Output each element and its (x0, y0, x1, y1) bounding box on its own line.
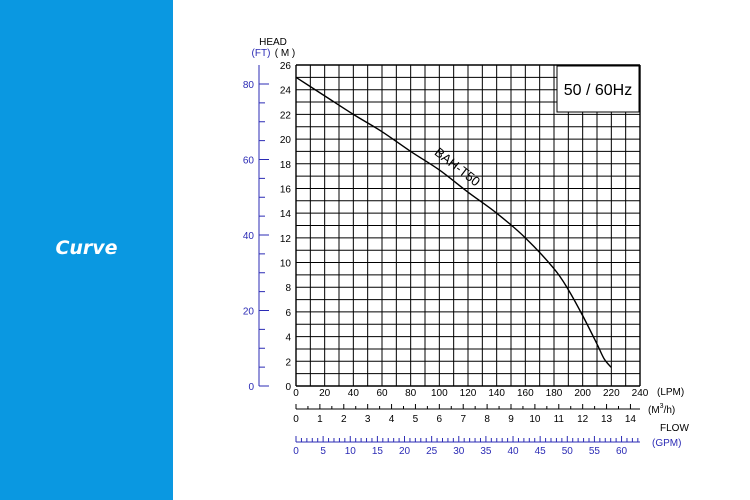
x-lpm-tick-label: 80 (405, 388, 417, 399)
series-line (295, 76, 612, 368)
x-lpm-tick-label: 240 (632, 388, 649, 399)
y-tick-label: 20 (280, 135, 292, 146)
x-gpm-tick-label: 45 (535, 446, 547, 457)
head-axis-title: HEAD (259, 37, 287, 48)
x-m3h-tick-label: 5 (413, 414, 419, 425)
y-tick-label: 16 (280, 184, 292, 195)
frequency-label: 50 / 60Hz (564, 82, 632, 99)
x-m3h-tick-label: 10 (529, 414, 541, 425)
head-unit-ft: (FT) (252, 48, 271, 59)
gpm-unit: (GPM) (652, 438, 681, 449)
x-lpm-tick-label: 40 (348, 388, 360, 399)
x-lpm-tick-label: 120 (460, 388, 477, 399)
sidebar: Curve (0, 0, 173, 500)
x-gpm-tick-label: 40 (507, 446, 519, 457)
x-m3h-tick-label: 12 (577, 414, 589, 425)
x-m3h-tick-label: 9 (508, 414, 514, 425)
chart-labels: 50 / 60Hz02468101214161820222426HEAD(FT)… (243, 37, 690, 457)
x-m3h-tick-label: 3 (365, 414, 371, 425)
lpm-unit: (LPM) (657, 387, 684, 398)
y-tick-label: 14 (280, 209, 292, 220)
x-gpm-tick-label: 20 (399, 446, 411, 457)
y-tick-label: 26 (280, 61, 292, 72)
y-tick-label: 24 (280, 86, 292, 97)
y-tick-label: 8 (285, 283, 291, 294)
x-lpm-tick-label: 100 (431, 388, 448, 399)
x-gpm-tick-label: 30 (453, 446, 465, 457)
x-m3h-tick-label: 11 (554, 414, 565, 425)
chart-axes (258, 65, 640, 443)
m3h-unit: (M3/h) (648, 403, 675, 416)
x-lpm-tick-label: 220 (603, 388, 620, 399)
x-gpm-tick-label: 60 (616, 446, 628, 457)
y-tick-label: 18 (280, 160, 292, 171)
y-tick-label: 12 (280, 234, 292, 245)
x-m3h-tick-label: 2 (341, 414, 347, 425)
ft-tick-label: 20 (243, 307, 255, 318)
chart-series (295, 76, 612, 368)
x-lpm-tick-label: 160 (517, 388, 534, 399)
x-m3h-tick-label: 4 (389, 414, 395, 425)
x-gpm-tick-label: 35 (480, 446, 492, 457)
ft-tick-label: 60 (243, 156, 255, 167)
x-gpm-tick-label: 10 (345, 446, 357, 457)
x-gpm-tick-label: 5 (320, 446, 326, 457)
x-gpm-tick-label: 15 (372, 446, 384, 457)
x-m3h-tick-label: 13 (601, 414, 613, 425)
ft-tick-label: 40 (243, 231, 255, 242)
x-gpm-tick-label: 25 (426, 446, 438, 457)
x-m3h-tick-label: 6 (437, 414, 443, 425)
ft-tick-label: 80 (243, 80, 255, 91)
x-lpm-tick-label: 140 (488, 388, 505, 399)
x-gpm-tick-label: 50 (562, 446, 574, 457)
y-tick-label: 0 (285, 382, 291, 393)
y-tick-label: 4 (285, 333, 291, 344)
x-gpm-tick-label: 0 (293, 446, 299, 457)
x-m3h-tick-label: 0 (293, 414, 299, 425)
head-unit-m: ( M ) (275, 48, 296, 59)
sidebar-title: Curve (55, 237, 118, 259)
x-lpm-tick-label: 0 (293, 388, 299, 399)
ft-tick-label: 0 (248, 382, 254, 393)
y-tick-label: 2 (285, 357, 291, 368)
x-m3h-tick-label: 1 (317, 414, 323, 425)
y-tick-label: 10 (280, 259, 292, 270)
x-gpm-tick-label: 55 (589, 446, 601, 457)
y-tick-label: 6 (285, 308, 291, 319)
x-lpm-tick-label: 180 (546, 388, 563, 399)
x-lpm-tick-label: 60 (376, 388, 388, 399)
frequency-box (556, 65, 640, 113)
x-m3h-tick-label: 8 (484, 414, 490, 425)
flow-title: FLOW (660, 423, 689, 434)
x-lpm-tick-label: 20 (319, 388, 331, 399)
x-m3h-tick-label: 7 (460, 414, 466, 425)
x-m3h-tick-label: 14 (625, 414, 637, 425)
y-tick-label: 22 (280, 110, 292, 121)
x-lpm-tick-label: 200 (574, 388, 591, 399)
chart-grid (295, 64, 641, 387)
